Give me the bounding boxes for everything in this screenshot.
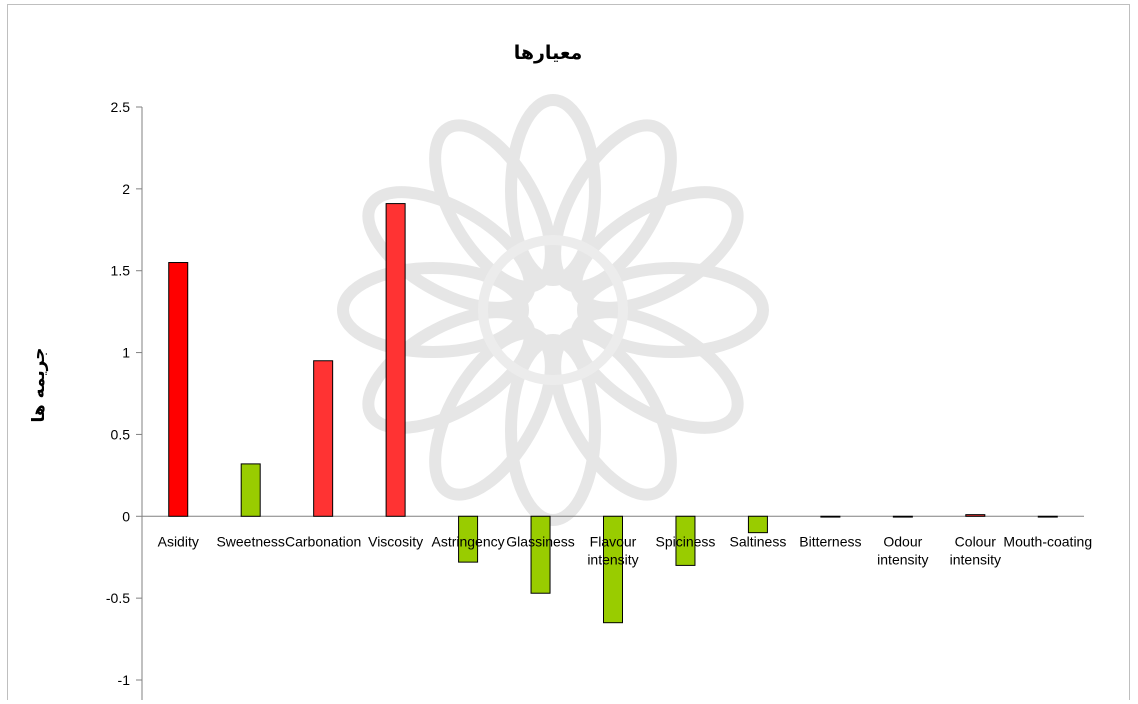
category-labels: Asidity Sweetness Carbonation Viscosity Astr… xyxy=(158,533,1093,567)
chart-frame: معیارها جریمه ها 2.5 2 1.5 1 0.5 0 -0.5 -1 Asid… xyxy=(7,4,1130,700)
y-tick-label: 0.5 xyxy=(111,426,131,442)
category-label: Spiciness xyxy=(656,533,716,549)
category-label: Bitterness xyxy=(799,533,861,549)
category-label-line: Odour xyxy=(883,533,922,549)
category-label-line: intensity xyxy=(950,551,1001,567)
category-label: Mouth-coating xyxy=(1003,533,1092,549)
category-label-line: Viscosity xyxy=(368,533,423,549)
category-label: Colour intensity xyxy=(950,533,1001,567)
bar-glassiness xyxy=(530,515,551,594)
bar-chart: معیارها جریمه ها 2.5 2 1.5 1 0.5 0 -0.5 -1 Asid… xyxy=(29,42,1093,700)
category-label-line: intensity xyxy=(587,551,638,567)
category-label: Flavour intensity xyxy=(587,533,638,567)
bars xyxy=(168,203,1058,624)
bar-astringency xyxy=(458,515,479,563)
category-label-line: Spiciness xyxy=(656,533,716,549)
watermark-petal xyxy=(362,186,536,314)
bar-viscosity xyxy=(385,203,406,517)
watermark-petal xyxy=(337,262,529,358)
category-label-line: Bitterness xyxy=(799,533,861,549)
watermark-petal xyxy=(549,327,677,501)
category-label-line: Astringency xyxy=(431,533,504,549)
watermark-petal xyxy=(429,327,557,501)
bar-flavour-intensity xyxy=(603,515,623,624)
category-label-line: Carbonation xyxy=(285,533,361,549)
bar-bitterness xyxy=(820,515,841,518)
bar-saltiness xyxy=(747,515,768,534)
y-tick-label: 1.5 xyxy=(111,263,131,279)
category-label: Odour intensity xyxy=(877,533,928,567)
y-tick-label: -0.5 xyxy=(106,590,130,606)
watermark-emblem xyxy=(337,94,769,526)
category-label-line: Sweetness xyxy=(216,533,284,549)
watermark-petal xyxy=(570,186,744,314)
y-tick-labels: 2.5 2 1.5 1 0.5 0 -0.5 -1 xyxy=(106,99,130,688)
category-label: Astringency xyxy=(431,533,504,549)
bar-asidity xyxy=(168,262,189,517)
bar-odour-intensity xyxy=(892,515,913,518)
bar-sweetness xyxy=(240,463,261,517)
watermark-petal xyxy=(505,94,601,286)
watermark-petal xyxy=(505,334,601,526)
y-tick-label: -1 xyxy=(118,672,131,688)
watermark-petal xyxy=(429,119,557,293)
bar-colour-intensity xyxy=(965,514,986,517)
category-label-line: Mouth-coating xyxy=(1003,533,1092,549)
watermark-petal xyxy=(362,306,536,434)
category-label-line: Saltiness xyxy=(730,533,787,549)
y-tick-label: 2 xyxy=(122,181,130,197)
y-axis-label: جریمه ها xyxy=(29,347,49,422)
watermark-petal xyxy=(577,262,769,358)
category-label: Viscosity xyxy=(368,533,423,549)
bar-carbonation xyxy=(313,360,334,517)
category-label: Sweetness xyxy=(216,533,284,549)
bar-mouth-coating xyxy=(1037,515,1058,518)
bar-spiciness xyxy=(675,515,696,566)
category-label-line: Asidity xyxy=(158,533,199,549)
chart-title: معیارها xyxy=(514,42,583,64)
y-tick-label: 2.5 xyxy=(111,99,131,115)
watermark-petal xyxy=(570,306,744,434)
category-label: Glassiness xyxy=(506,533,574,549)
watermark-petal xyxy=(549,119,677,293)
category-label-line: Glassiness xyxy=(506,533,574,549)
y-tick-label: 1 xyxy=(122,345,130,361)
watermark-ring xyxy=(478,235,628,385)
category-label-line: Flavour xyxy=(590,533,637,549)
category-label: Saltiness xyxy=(730,533,787,549)
category-label: Asidity xyxy=(158,533,199,549)
y-tick-label: 0 xyxy=(122,508,130,524)
category-label-line: intensity xyxy=(877,551,928,567)
category-label: Carbonation xyxy=(285,533,361,549)
category-label-line: Colour xyxy=(955,533,997,549)
